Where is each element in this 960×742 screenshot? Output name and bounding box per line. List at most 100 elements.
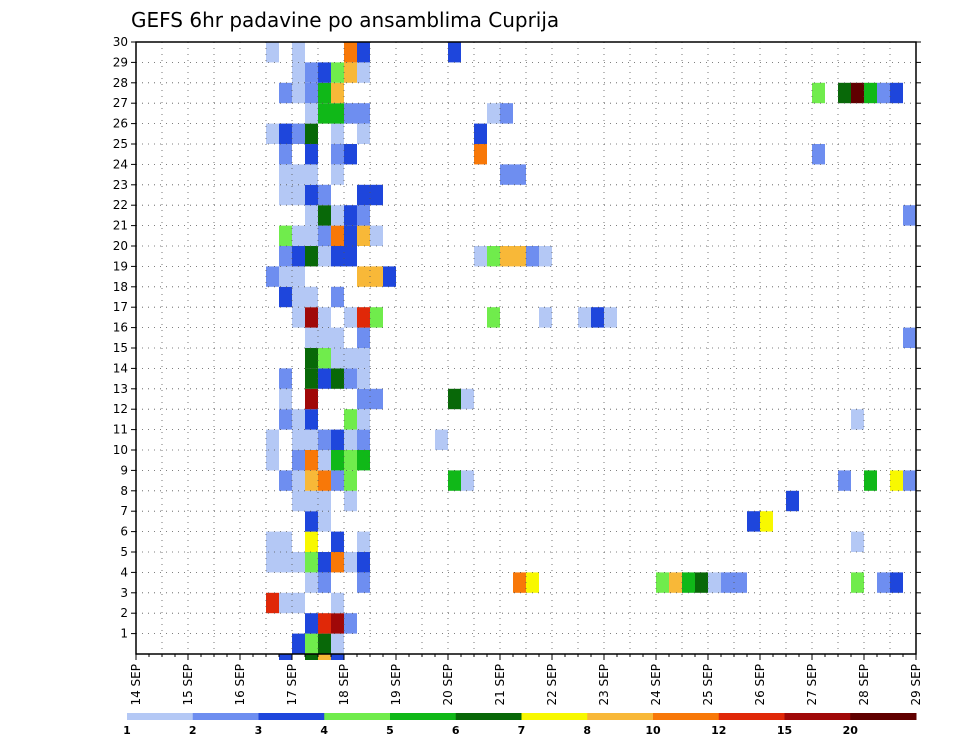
heatmap-cell [305,490,318,512]
heatmap-cell [318,307,331,328]
heatmap-cell [279,123,292,144]
heatmap-cell [305,62,318,83]
colorbar-tick-label: 10 [645,724,661,737]
heatmap-cell [279,164,292,185]
colorbar-swatch [455,713,522,720]
heatmap-cell [279,368,292,389]
x-tick-label: 16 SEP [233,664,247,706]
heatmap-cell [357,184,370,206]
heatmap-cell [292,266,305,287]
x-tick-label: 20 SEP [441,664,455,706]
heatmap-cell [747,511,760,532]
heatmap-cell [292,286,305,308]
heatmap-cell [370,225,383,246]
y-tick-label: 13 [113,382,128,396]
heatmap-cell [279,266,292,287]
heatmap-cell [266,429,279,450]
heatmap-cell [760,511,773,532]
heatmap-cell [331,592,344,614]
heatmap-cell [344,368,357,389]
y-tick-label: 26 [113,117,128,131]
y-tick-label: 19 [113,259,128,273]
heatmap-cell [318,246,331,267]
heatmap-cell [526,246,539,267]
heatmap-cell [305,531,318,552]
heatmap-cell [383,266,396,287]
heatmap-cell [266,123,279,144]
colorbar-swatch [127,713,194,720]
y-tick-label: 6 [120,525,128,539]
heatmap-cell [851,82,864,104]
heatmap-cell [682,572,695,593]
heatmap-cell [500,164,513,185]
heatmap-cell [305,552,318,573]
y-tick-label: 1 [120,627,128,641]
heatmap-cell [344,490,357,512]
colorbar-swatch [718,713,785,720]
heatmap-cell [292,409,305,430]
heatmap-cell [357,225,370,246]
heatmap-cell [656,572,669,593]
heatmap-cell [357,388,370,410]
heatmap-cell [487,307,500,328]
heatmap-cell [331,327,344,348]
heatmap-cell [331,225,344,246]
y-tick-label: 4 [120,565,128,579]
heatmap-cell [318,490,331,512]
heatmap-cell [305,123,318,144]
heatmap-cell [513,164,526,185]
heatmap-cell [344,450,357,471]
heatmap-cell [279,654,292,660]
heatmap-cell [279,592,292,614]
heatmap-cell [305,388,318,410]
colorbar-swatch [784,713,851,720]
y-tick-label: 30 [113,35,128,49]
colorbar-swatch [258,713,325,720]
x-tick-label: 25 SEP [701,664,715,706]
heatmap-cell [292,123,305,144]
heatmap-cell [474,144,487,165]
heatmap-cell [357,348,370,369]
heatmap-cell [344,144,357,165]
heatmap-cell [318,205,331,226]
heatmap-cell [708,572,721,593]
heatmap-cell [292,225,305,246]
heatmap-cell [331,429,344,450]
colorbar-tick-label: 3 [255,724,263,737]
heatmap-cell [344,246,357,267]
heatmap-cell [435,429,448,450]
heatmap-cell [344,62,357,83]
y-tick-label: 10 [113,443,128,457]
heatmap-cell [448,470,461,491]
heatmap-cell [331,633,344,654]
colorbar-tick-label: 15 [777,724,792,737]
colorbar-tick-label: 6 [452,724,460,737]
heatmap-cell [812,82,825,104]
chart-title: GEFS 6hr padavine po ansamblima Cuprija [131,8,559,32]
heatmap-cell [357,572,370,593]
heatmap-cell [305,409,318,430]
heatmap-cell [344,205,357,226]
heatmap-cell [305,225,318,246]
heatmap-cell [279,531,292,552]
heatmap-cell [318,82,331,104]
heatmap-cell [357,205,370,226]
heatmap-cell [279,470,292,491]
heatmap-cell [292,82,305,104]
heatmap-cell [331,286,344,308]
heatmap-cell [344,307,357,328]
heatmap-cell [357,368,370,389]
heatmap-cell [292,164,305,185]
colorbar-swatch [390,713,457,720]
heatmap-cell [448,42,461,63]
y-tick-label: 28 [113,76,128,90]
x-tick-label: 18 SEP [337,664,351,706]
heatmap-cell [331,246,344,267]
heatmap-cell [305,327,318,348]
heatmap-cell [890,470,903,491]
heatmap-cell [318,225,331,246]
colorbar-swatch [192,713,259,720]
heatmap-cell [318,368,331,389]
heatmap-cell [305,286,318,308]
heatmap-cell [318,572,331,593]
